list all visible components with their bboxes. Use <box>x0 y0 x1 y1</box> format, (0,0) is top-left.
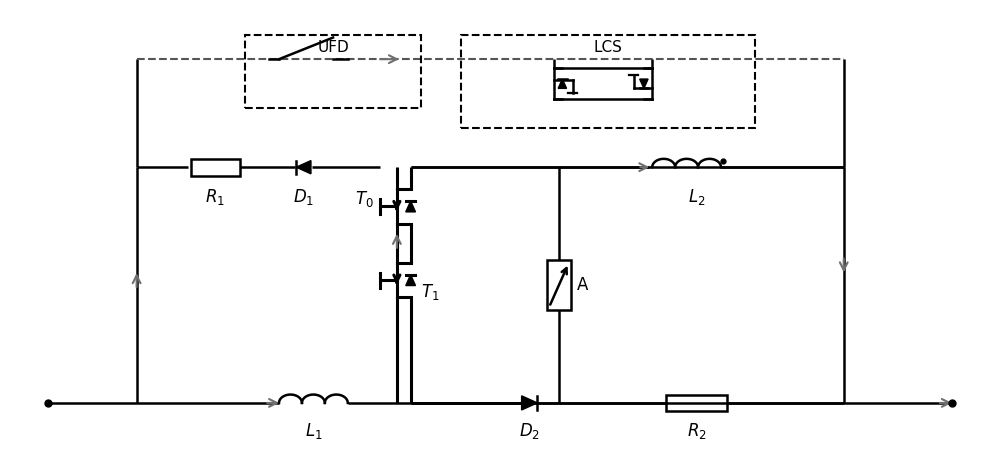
Polygon shape <box>558 79 567 89</box>
Polygon shape <box>406 275 415 286</box>
Text: LCS: LCS <box>594 40 622 55</box>
Bar <box>461 34 755 128</box>
Text: UFD: UFD <box>317 40 349 55</box>
Text: A: A <box>577 276 588 294</box>
Polygon shape <box>522 396 537 410</box>
Text: $L_1$: $L_1$ <box>305 421 322 440</box>
Polygon shape <box>640 79 648 89</box>
Polygon shape <box>406 201 415 212</box>
Text: $D_1$: $D_1$ <box>293 187 314 207</box>
Text: $L_2$: $L_2$ <box>688 187 705 207</box>
Bar <box>547 260 571 309</box>
Text: $T_0$: $T_0$ <box>355 189 374 209</box>
Bar <box>666 395 727 411</box>
Polygon shape <box>296 161 311 174</box>
Text: $T_1$: $T_1$ <box>421 282 440 302</box>
Bar <box>245 34 421 108</box>
Text: $R_1$: $R_1$ <box>205 187 225 207</box>
Text: $R_2$: $R_2$ <box>687 421 706 440</box>
Text: $D_2$: $D_2$ <box>519 421 540 440</box>
Bar <box>191 159 240 176</box>
